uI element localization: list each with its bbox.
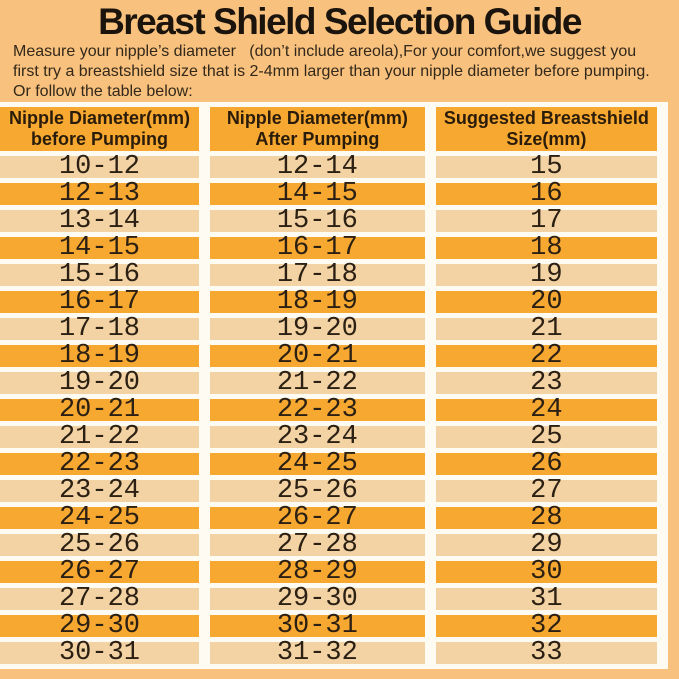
table-row: 25-26 27-28 29 xyxy=(0,532,657,559)
col-header-after-pumping: Nipple Diameter(mm) After Pumping xyxy=(209,107,425,151)
table-row: 15-16 17-18 19 xyxy=(0,262,657,289)
cell-suggested-size: 17 xyxy=(435,208,657,235)
cell-after-pumping: 16-17 xyxy=(209,235,425,262)
cell-suggested-size: 23 xyxy=(435,370,657,397)
cell-before-pumping: 25-26 xyxy=(0,532,199,559)
table-row: 12-13 14-15 16 xyxy=(0,181,657,208)
cell-suggested-size: 25 xyxy=(435,424,657,451)
col-header-size: Suggested Breastshield Size(mm) xyxy=(435,107,657,151)
cell-after-pumping: 19-20 xyxy=(209,316,425,343)
cell-after-pumping: 20-21 xyxy=(209,343,425,370)
cell-after-pumping: 25-26 xyxy=(209,478,425,505)
table-row: 22-23 24-25 26 xyxy=(0,451,657,478)
table-row: 19-20 21-22 23 xyxy=(0,370,657,397)
cell-before-pumping: 10-12 xyxy=(0,154,199,181)
cell-before-pumping: 12-13 xyxy=(0,181,199,208)
cell-after-pumping: 14-15 xyxy=(209,181,425,208)
cell-before-pumping: 15-16 xyxy=(0,262,199,289)
cell-after-pumping: 15-16 xyxy=(209,208,425,235)
table-row: 10-12 12-14 15 xyxy=(0,154,657,181)
col-header-line2: Size(mm) xyxy=(506,129,587,149)
cell-before-pumping: 29-30 xyxy=(0,613,199,640)
cell-suggested-size: 31 xyxy=(435,586,657,613)
cell-suggested-size: 20 xyxy=(435,289,657,316)
col-header-line1: Nipple Diameter(mm) xyxy=(8,108,190,128)
col-header-line1: Nipple Diameter(mm) xyxy=(226,108,408,128)
cell-after-pumping: 17-18 xyxy=(209,262,425,289)
cell-before-pumping: 13-14 xyxy=(0,208,199,235)
cell-suggested-size: 22 xyxy=(435,343,657,370)
table-row: 23-24 25-26 27 xyxy=(0,478,657,505)
guide-title: Breast Shield Selection Guide xyxy=(98,1,582,42)
col-header-before-pumping: Nipple Diameter(mm) before Pumping xyxy=(0,107,199,151)
cell-after-pumping: 21-22 xyxy=(209,370,425,397)
cell-suggested-size: 29 xyxy=(435,532,657,559)
table-row: 26-27 28-29 30 xyxy=(0,559,657,586)
cell-suggested-size: 16 xyxy=(435,181,657,208)
table-row: 21-22 23-24 25 xyxy=(0,424,657,451)
cell-after-pumping: 29-30 xyxy=(209,586,425,613)
cell-before-pumping: 23-24 xyxy=(0,478,199,505)
table-row: 13-14 15-16 17 xyxy=(0,208,657,235)
cell-before-pumping: 16-17 xyxy=(0,289,199,316)
table-row: 30-31 31-32 33 xyxy=(0,640,657,667)
cell-suggested-size: 32 xyxy=(435,613,657,640)
table-row: 17-18 19-20 21 xyxy=(0,316,657,343)
col-header-line2: After Pumping xyxy=(255,129,380,149)
table-row: 14-15 16-17 18 xyxy=(0,235,657,262)
cell-after-pumping: 24-25 xyxy=(209,451,425,478)
table-row: 16-17 18-19 20 xyxy=(0,289,657,316)
cell-before-pumping: 26-27 xyxy=(0,559,199,586)
cell-before-pumping: 17-18 xyxy=(0,316,199,343)
cell-suggested-size: 27 xyxy=(435,478,657,505)
cell-after-pumping: 22-23 xyxy=(209,397,425,424)
cell-after-pumping: 23-24 xyxy=(209,424,425,451)
intro-line: first try a breastshield size that is 2-… xyxy=(13,63,650,80)
cell-before-pumping: 19-20 xyxy=(0,370,199,397)
table-row: 27-28 29-30 31 xyxy=(0,586,657,613)
col-header-line2: before Pumping xyxy=(30,129,168,149)
cell-suggested-size: 30 xyxy=(435,559,657,586)
intro-line: Or follow the table below: xyxy=(13,83,193,100)
cell-after-pumping: 27-28 xyxy=(209,532,425,559)
cell-before-pumping: 22-23 xyxy=(0,451,199,478)
cell-before-pumping: 20-21 xyxy=(0,397,199,424)
cell-suggested-size: 33 xyxy=(435,640,657,667)
cell-before-pumping: 21-22 xyxy=(0,424,199,451)
cell-after-pumping: 30-31 xyxy=(209,613,425,640)
cell-after-pumping: 12-14 xyxy=(209,154,425,181)
cell-suggested-size: 28 xyxy=(435,505,657,532)
cell-before-pumping: 24-25 xyxy=(0,505,199,532)
cell-suggested-size: 21 xyxy=(435,316,657,343)
cell-suggested-size: 18 xyxy=(435,235,657,262)
cell-before-pumping: 14-15 xyxy=(0,235,199,262)
cell-after-pumping: 26-27 xyxy=(209,505,425,532)
cell-after-pumping: 18-19 xyxy=(209,289,425,316)
cell-after-pumping: 28-29 xyxy=(209,559,425,586)
cell-suggested-size: 19 xyxy=(435,262,657,289)
col-header-line1: Suggested Breastshield xyxy=(443,108,649,128)
cell-before-pumping: 18-19 xyxy=(0,343,199,370)
cell-before-pumping: 30-31 xyxy=(0,640,199,667)
cell-after-pumping: 31-32 xyxy=(209,640,425,667)
cell-suggested-size: 24 xyxy=(435,397,657,424)
cell-before-pumping: 27-28 xyxy=(0,586,199,613)
selection-table: Nipple Diameter(mm) before Pumping Nipple … xyxy=(0,102,668,669)
table-row: 18-19 20-21 22 xyxy=(0,343,657,370)
table-row: 24-25 26-27 28 xyxy=(0,505,657,532)
cell-suggested-size: 15 xyxy=(435,154,657,181)
intro-line: Measure your nipple’s diameter (don’t in… xyxy=(13,43,637,60)
intro-text: Measure your nipple’s diameter (don’t in… xyxy=(13,42,679,102)
table-row: 29-30 30-31 32 xyxy=(0,613,657,640)
cell-suggested-size: 26 xyxy=(435,451,657,478)
table-row: 20-21 22-23 24 xyxy=(0,397,657,424)
table-header-row: Nipple Diameter(mm) before Pumping Nipple … xyxy=(0,107,657,151)
